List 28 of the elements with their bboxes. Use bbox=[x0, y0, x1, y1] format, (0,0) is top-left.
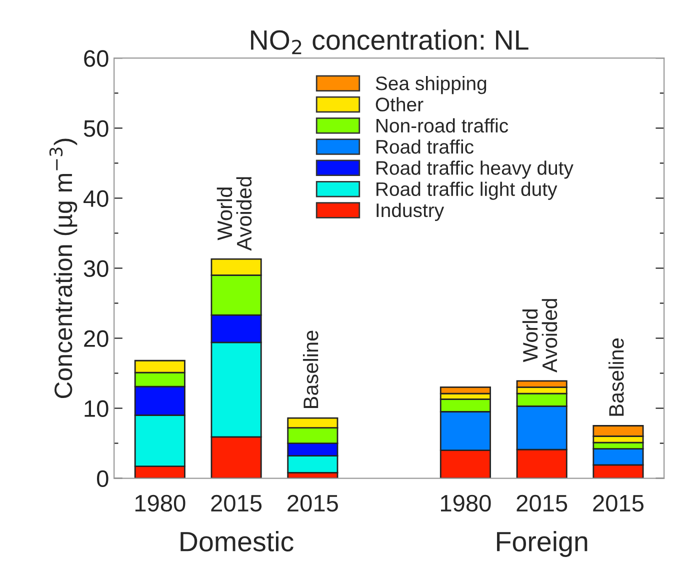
legend-label: Industry bbox=[376, 202, 444, 222]
x-tick-label: 2015 bbox=[288, 494, 338, 512]
y-tick-label: 40 bbox=[83, 190, 108, 207]
x-tick-label: 2015 bbox=[593, 494, 644, 512]
annotation: World Avoided bbox=[216, 177, 252, 251]
legend-label: Other bbox=[376, 97, 424, 112]
annotation: Baseline bbox=[608, 338, 624, 416]
x-tick-label: 2015 bbox=[211, 494, 262, 512]
y-tick-label: 20 bbox=[84, 330, 108, 347]
annotation: World Avoided bbox=[522, 299, 558, 373]
legend-label: Road traffic light duty bbox=[376, 182, 558, 200]
y-axis-title: Concentration (µg m$^{−3}$) bbox=[49, 138, 78, 398]
y-tick-label: 30 bbox=[84, 260, 108, 277]
y-tick-label: 0 bbox=[97, 470, 108, 488]
x-tick-label: 2015 bbox=[516, 494, 568, 512]
legend-label: Sea shipping bbox=[376, 76, 486, 94]
chart-title: NO$_{2}$ concentration: NL bbox=[251, 29, 528, 54]
y-tick-label: 10 bbox=[84, 400, 108, 418]
text: Foreign bbox=[497, 531, 588, 557]
legend-label: Road traffic bbox=[376, 139, 474, 154]
x-tick-label: 1980 bbox=[440, 494, 491, 512]
y-tick-label: 50 bbox=[84, 120, 108, 137]
text: Domestic bbox=[180, 531, 294, 552]
y-tick-label: 60 bbox=[84, 50, 108, 67]
legend-label: Non-road traffic bbox=[376, 118, 508, 133]
annotation: Baseline bbox=[302, 330, 318, 408]
legend-label: Road traffic heavy duty bbox=[376, 160, 574, 179]
x-tick-label: 1980 bbox=[135, 494, 186, 512]
